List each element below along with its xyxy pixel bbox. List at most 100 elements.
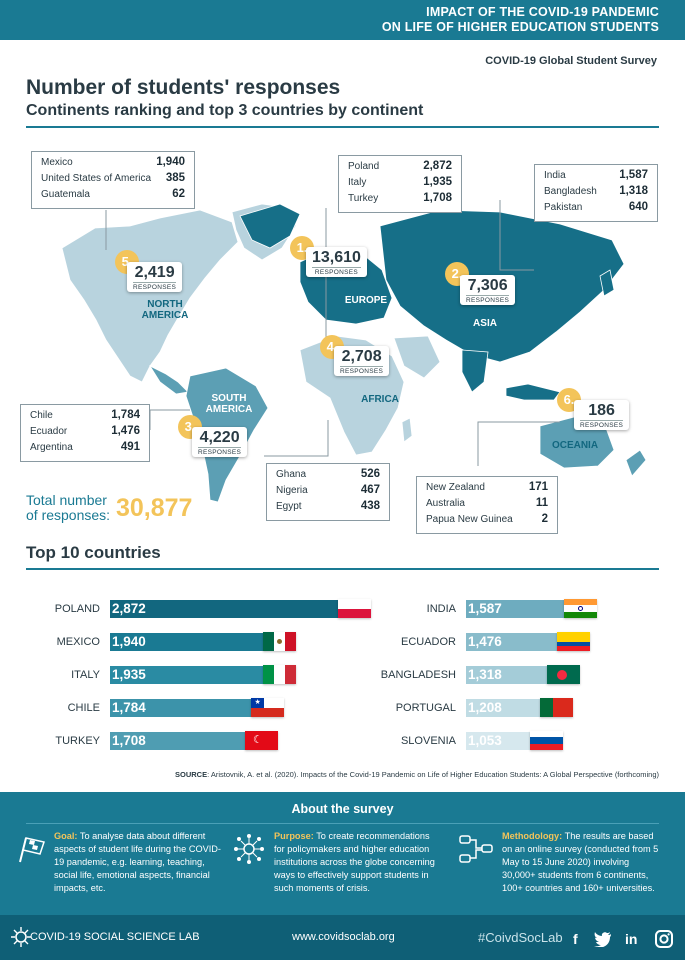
madagascar-shape bbox=[401, 417, 413, 443]
turkey-flag-icon: ☾ bbox=[245, 731, 278, 750]
ecuador-flag-icon bbox=[557, 632, 590, 651]
bar-value-label: 1,935 bbox=[112, 667, 146, 682]
bar-value-label: 1,476 bbox=[468, 634, 502, 649]
bar-portugal bbox=[466, 699, 542, 717]
middle-east-shape bbox=[393, 335, 441, 379]
bar-country-label: ITALY bbox=[71, 669, 100, 681]
network-purpose-icon bbox=[234, 834, 264, 864]
flag-goal-icon bbox=[19, 837, 45, 863]
bangladesh-flag-icon bbox=[547, 665, 580, 684]
footer-bar: COVID-19 SOCIAL SCIENCE LAB www.covidsoc… bbox=[0, 915, 685, 960]
bar-mexico bbox=[110, 633, 265, 651]
oceania-top3-box: New Zealand 171 Australia 11 Papua New Gui… bbox=[416, 476, 558, 534]
europe-responses-badge: 13,610 RESPONSES bbox=[306, 247, 367, 277]
oceania-label: OCEANIA bbox=[551, 440, 599, 451]
callout-line-asia bbox=[499, 200, 534, 271]
europe-label: EUROPE bbox=[344, 295, 388, 306]
bar-country-label: SLOVENIA bbox=[400, 735, 456, 747]
bar-italy bbox=[110, 666, 265, 684]
bar-india bbox=[466, 600, 566, 618]
slovenia-flag-icon bbox=[530, 731, 563, 750]
india-shape bbox=[461, 349, 489, 393]
methodology-text: Methodology: The results are based on an… bbox=[502, 831, 659, 893]
header-line-1: IMPACT OF THE COVID-19 PANDEMIC bbox=[426, 5, 659, 19]
bar-value-label: 1,318 bbox=[468, 667, 502, 682]
north-america-top3-box: Mexico 1,940 United States of America 385 … bbox=[31, 151, 195, 209]
top10-title: Top 10 countries bbox=[26, 543, 161, 562]
bar-country-label: ECUADOR bbox=[400, 636, 456, 648]
bar-bangladesh bbox=[466, 666, 549, 684]
footer-hashtag[interactable]: #CoivdSocLab bbox=[478, 930, 563, 945]
callout-line-south-america bbox=[149, 409, 190, 430]
poland-flag-icon bbox=[338, 599, 371, 618]
south-america-top3-box: Chile 1,784 Ecuador 1,476 Argentina 491 bbox=[20, 404, 150, 462]
bar-value-label: 1,587 bbox=[468, 601, 502, 616]
about-divider bbox=[26, 823, 659, 824]
facebook-icon[interactable]: f bbox=[573, 931, 578, 947]
asia-label: ASIA bbox=[473, 318, 497, 329]
top10-divider bbox=[26, 568, 659, 570]
north-america-responses-badge: 2,419 RESPONSES bbox=[127, 262, 183, 292]
mexico-flag-icon bbox=[263, 632, 296, 651]
bar-value-label: 1,784 bbox=[112, 700, 146, 715]
bar-value-label: 1,940 bbox=[112, 634, 146, 649]
page-subtitle: Continents ranking and top 3 countries b… bbox=[26, 102, 424, 119]
europe-top3-box: Poland 2,872 Italy 1,935 Turkey 1,708 bbox=[338, 155, 462, 213]
page-title: Number of students' responses bbox=[26, 76, 341, 99]
about-section: About the survey Goal: To analyse data a… bbox=[0, 792, 685, 915]
asia-responses-badge: 7,306 RESPONSES bbox=[460, 275, 516, 305]
central-america-shape bbox=[148, 365, 189, 395]
callout-line-africa bbox=[264, 420, 329, 457]
goal-text: Goal: To analyse data about different as… bbox=[54, 831, 221, 893]
header-line-2: ON LIFE OF HIGHER EDUCATION STUDENTS bbox=[381, 20, 659, 34]
total-label: Total number of responses: bbox=[26, 492, 111, 523]
asia-top3-box: India 1,587 Bangladesh 1,318 Pakistan 640 bbox=[534, 164, 658, 222]
japan-shape bbox=[599, 269, 615, 297]
title-divider bbox=[26, 126, 659, 128]
bar-country-label: POLAND bbox=[54, 603, 100, 615]
purpose-text: Purpose: To create recommendations for p… bbox=[274, 831, 435, 893]
twitter-icon[interactable] bbox=[594, 932, 612, 947]
chile-flag-icon: ★ bbox=[251, 698, 284, 717]
bar-ecuador bbox=[466, 633, 559, 651]
south-america-label: SOUTH AMERICA bbox=[205, 393, 253, 415]
source-note: SOURCE: Aristovnik, A. et al. (2020). Im… bbox=[175, 770, 659, 779]
africa-label: AFRICA bbox=[361, 394, 399, 405]
indonesia-shape bbox=[505, 383, 561, 401]
survey-label: COVID-19 Global Student Survey bbox=[485, 55, 657, 67]
africa-responses-badge: 2,708 RESPONSES bbox=[334, 346, 390, 376]
bar-chile bbox=[110, 699, 253, 717]
flow-methodology-icon bbox=[459, 835, 493, 863]
bar-country-label: CHILE bbox=[67, 702, 100, 714]
total-value: 30,877 bbox=[116, 494, 193, 522]
scandinavia-shape bbox=[239, 203, 301, 249]
bar-value-label: 2,872 bbox=[112, 601, 146, 616]
india-flag-icon bbox=[564, 599, 597, 618]
instagram-icon[interactable] bbox=[655, 930, 673, 948]
south-america-responses-badge: 4,220 RESPONSES bbox=[192, 427, 248, 457]
africa-top3-box: Ghana 526 Nigeria 467 Egypt 438 bbox=[266, 463, 390, 521]
new-zealand-shape bbox=[625, 449, 647, 477]
bar-poland bbox=[110, 600, 340, 618]
portugal-flag-icon bbox=[540, 698, 573, 717]
italy-flag-icon bbox=[263, 665, 296, 684]
bar-turkey bbox=[110, 732, 247, 750]
bar-country-label: TURKEY bbox=[55, 735, 100, 747]
bar-country-label: MEXICO bbox=[56, 636, 100, 648]
about-title: About the survey bbox=[291, 802, 394, 816]
header-bar: IMPACT OF THE COVID-19 PANDEMIC ON LIFE … bbox=[0, 0, 685, 40]
virus-logo-icon bbox=[11, 927, 31, 947]
oceania-responses-badge: 186 RESPONSES bbox=[574, 400, 630, 430]
bar-country-label: PORTUGAL bbox=[395, 702, 456, 714]
bar-slovenia bbox=[466, 732, 532, 750]
linkedin-icon[interactable]: in bbox=[625, 931, 638, 947]
north-america-label: NORTH AMERICA bbox=[141, 299, 189, 321]
bar-country-label: INDIA bbox=[426, 603, 456, 615]
bar-country-label: BANGLADESH bbox=[380, 669, 456, 681]
footer-lab-name: COVID-19 SOCIAL SCIENCE LAB bbox=[30, 931, 200, 943]
bar-value-label: 1,208 bbox=[468, 700, 502, 715]
bar-value-label: 1,708 bbox=[112, 733, 146, 748]
bar-value-label: 1,053 bbox=[468, 733, 502, 748]
north-america-shape bbox=[61, 209, 239, 383]
footer-website-link[interactable]: www.covidsoclab.org bbox=[292, 931, 395, 943]
